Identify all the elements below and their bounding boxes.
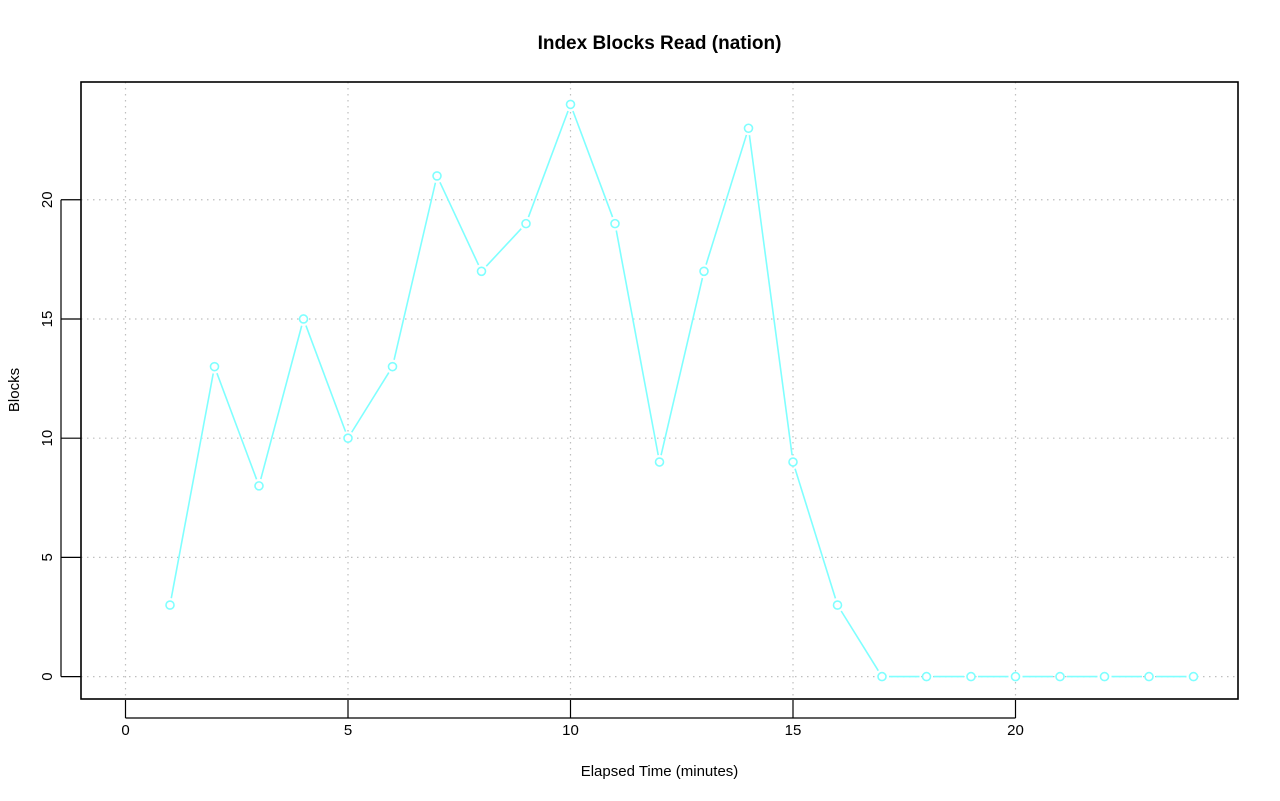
y-axis-label: Blocks (6, 368, 23, 412)
series-line-segment (485, 228, 522, 267)
data-point (1010, 671, 1021, 682)
data-point (1055, 671, 1065, 682)
data-point (432, 171, 442, 181)
series-layer (165, 99, 1199, 682)
data-point (298, 314, 309, 324)
data-point (565, 99, 576, 110)
y-tick-label: 0 (39, 672, 56, 680)
data-point (254, 481, 264, 491)
data-point (966, 671, 976, 682)
data-point (788, 457, 798, 467)
series-line-segment (260, 325, 303, 480)
data-point (921, 671, 932, 682)
x-tick-label: 0 (121, 722, 129, 739)
series-line-segment (572, 110, 614, 218)
data-point (1144, 671, 1154, 682)
series-line-segment (170, 373, 215, 599)
data-point (476, 266, 487, 277)
x-tick-label: 5 (344, 722, 352, 739)
series-line-segment (794, 468, 837, 599)
data-point (610, 218, 620, 229)
chart-title: Index Blocks Read (nation) (538, 33, 782, 54)
series-line-segment (705, 134, 748, 265)
data-point (832, 600, 843, 610)
data-point (1099, 671, 1110, 682)
y-tick-label: 10 (39, 430, 56, 447)
data-point (877, 671, 887, 682)
y-tick-label: 20 (39, 191, 56, 208)
series-line-segment (527, 110, 569, 218)
x-axis-label: Elapsed Time (minutes) (581, 763, 739, 780)
x-tick-label: 20 (1007, 722, 1024, 739)
series-line-segment (351, 372, 390, 433)
axes-layer: 0 5 10 15 20 0 5 10 15 20 (39, 191, 1024, 739)
data-point (343, 433, 353, 443)
x-tick-label: 15 (785, 722, 802, 739)
series-line-segment (660, 277, 704, 456)
data-point (654, 457, 665, 467)
data-point (699, 266, 709, 277)
series-line-segment (393, 182, 437, 361)
data-point (1188, 671, 1199, 682)
series-line-segment (748, 135, 793, 456)
series-line-segment (305, 325, 347, 432)
data-point (521, 218, 531, 229)
x-tick-label: 10 (562, 722, 579, 739)
plot-frame (80, 81, 1239, 700)
grid-layer (81, 82, 1238, 699)
data-point (165, 600, 175, 610)
series-line-segment (615, 230, 660, 456)
y-tick-label: 15 (39, 311, 56, 328)
data-point (743, 123, 754, 134)
series-line-segment (439, 181, 480, 266)
data-point (209, 361, 220, 372)
series-line-segment (216, 372, 258, 480)
series-line-segment (840, 610, 879, 672)
y-tick-label: 5 (39, 553, 56, 561)
data-point (387, 361, 398, 372)
